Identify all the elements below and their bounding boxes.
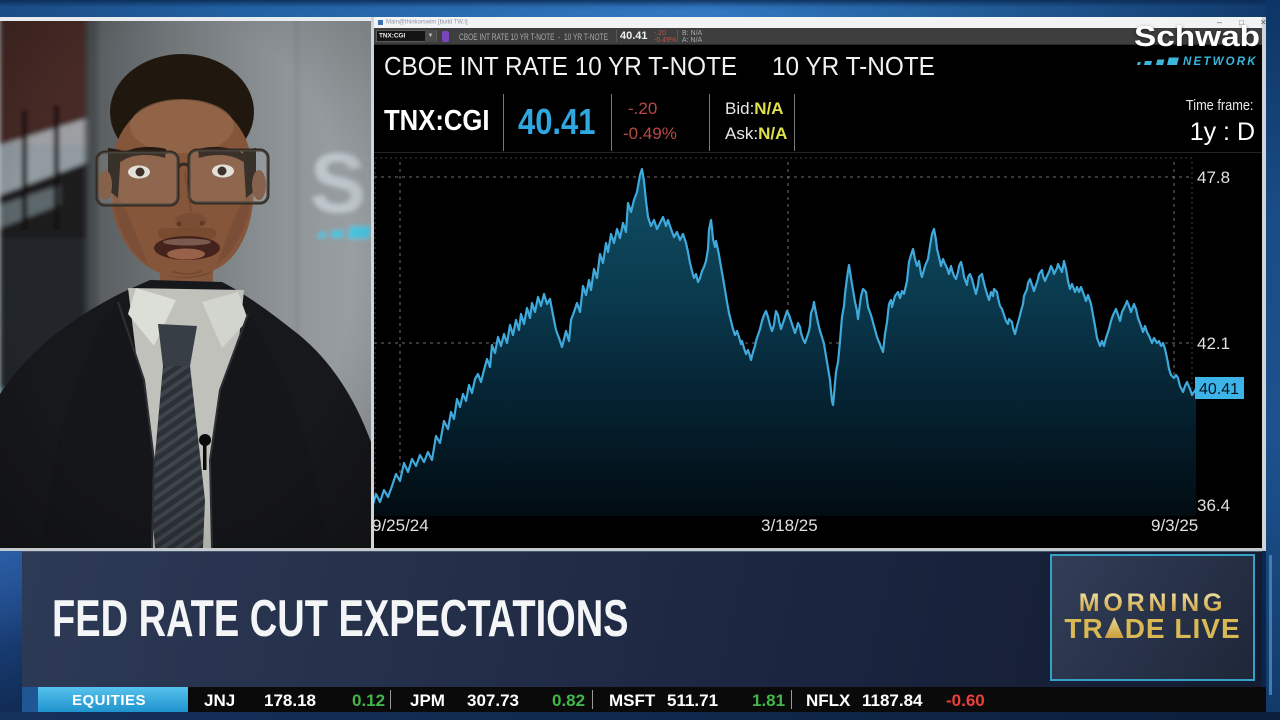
svg-text:9/3/25: 9/3/25 bbox=[1151, 516, 1198, 535]
svg-text:3/18/25: 3/18/25 bbox=[761, 516, 818, 535]
svg-text:36.4: 36.4 bbox=[1197, 496, 1230, 515]
svg-text:42.1: 42.1 bbox=[1197, 334, 1230, 353]
svg-text:9/25/24: 9/25/24 bbox=[374, 516, 429, 535]
svg-text:47.8: 47.8 bbox=[1197, 168, 1230, 187]
svg-text:40.41: 40.41 bbox=[1199, 381, 1239, 398]
svg-text:NETWORK: NETWORK bbox=[1183, 56, 1258, 67]
